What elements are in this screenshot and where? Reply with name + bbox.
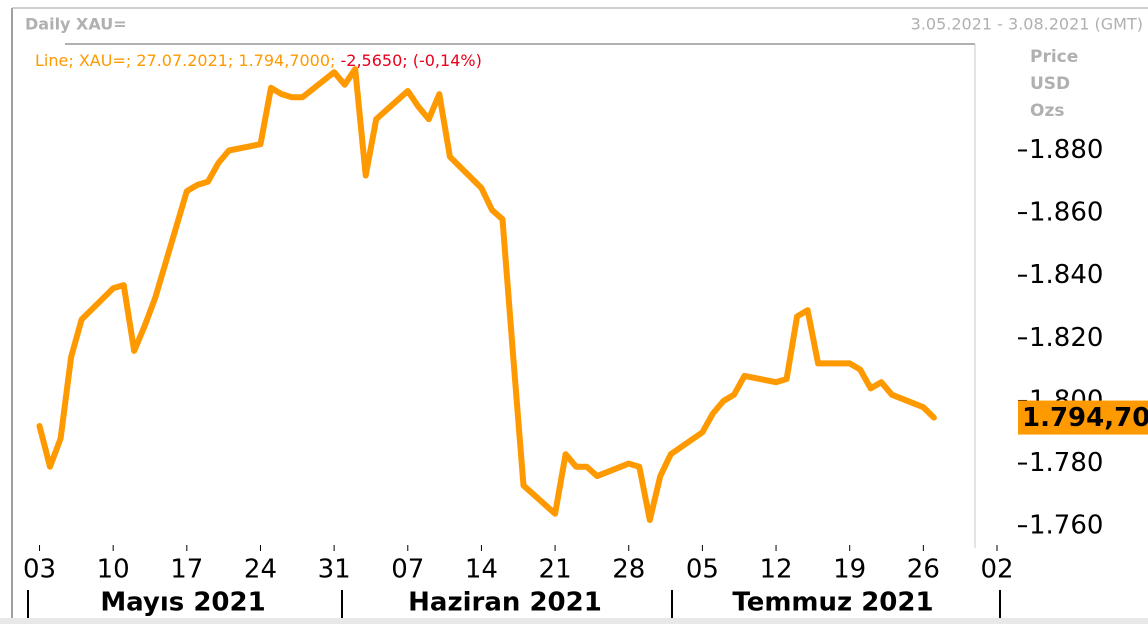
x-tick-label: 28: [612, 555, 645, 585]
last-value-label: 1.794,70: [1022, 403, 1148, 433]
x-tick-label: 12: [759, 555, 792, 585]
bottom-strip: [0, 618, 1148, 624]
last-value-badge: [1018, 400, 1148, 435]
x-tick-label: 14: [465, 555, 498, 585]
x-tick-label: 10: [97, 555, 130, 585]
y-axis-label: Ozs: [1030, 101, 1064, 121]
y-tick-label: 1.840: [1029, 260, 1103, 290]
legend: Line; XAU=; 27.07.2021; 1.794,7000; -2,5…: [35, 51, 482, 70]
legend-name: Line; XAU=; 27.07.2021; 1.794,7000;: [35, 51, 335, 70]
date-range: 3.05.2021 - 3.08.2021 (GMT): [911, 15, 1143, 34]
month-label: Temmuz 2021: [732, 588, 933, 618]
y-tick-label: 1.760: [1029, 511, 1103, 541]
month-label: Haziran 2021: [408, 588, 602, 618]
y-tick-label: 1.820: [1029, 323, 1103, 353]
legend-change: -2,5650; (-0,14%): [341, 51, 482, 70]
y-tick-label: 1.880: [1029, 135, 1103, 165]
x-tick-label: 31: [318, 555, 351, 585]
x-tick-label: 21: [539, 555, 572, 585]
x-tick-label: 03: [23, 555, 56, 585]
x-tick-label: 07: [391, 555, 424, 585]
chart-title: Daily XAU=: [25, 15, 127, 34]
month-separators: [27, 590, 1001, 618]
x-tick-label: 26: [907, 555, 940, 585]
y-axis-label: USD: [1030, 74, 1070, 94]
x-tick-label: 05: [686, 555, 719, 585]
y-tick-label: 1.860: [1029, 198, 1103, 228]
x-tick-label: 02: [980, 555, 1013, 585]
month-label: Mayıs 2021: [100, 588, 265, 618]
y-axis-label: Price: [1030, 47, 1078, 67]
price-line: [36, 66, 937, 523]
x-tick-label: 17: [170, 555, 203, 585]
y-tick-label: 1.780: [1029, 448, 1103, 478]
x-tick-label: 19: [833, 555, 866, 585]
x-tick-label: 24: [244, 555, 277, 585]
